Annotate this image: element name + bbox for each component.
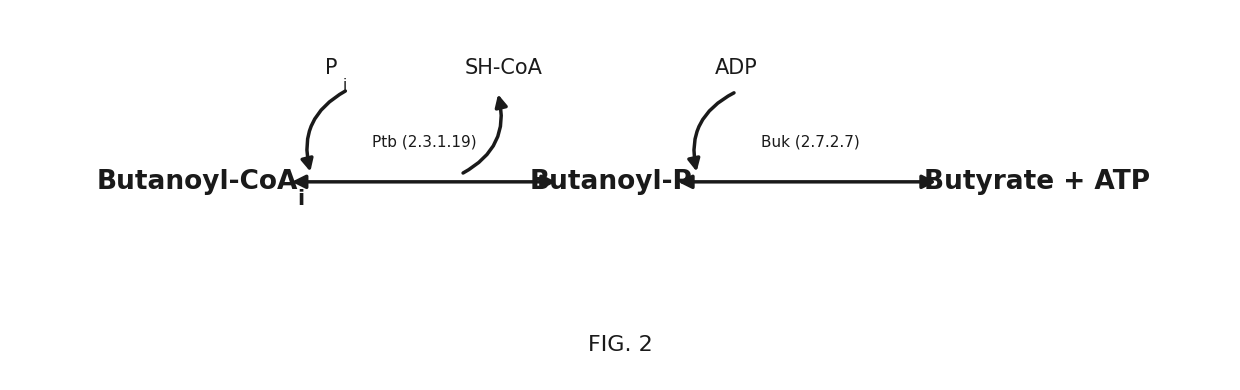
Text: Buk (2.7.2.7): Buk (2.7.2.7) (760, 135, 859, 150)
Text: FIG. 2: FIG. 2 (588, 335, 652, 355)
Text: P: P (325, 58, 339, 78)
Text: ADP: ADP (715, 58, 758, 78)
Text: SH-CoA: SH-CoA (465, 58, 542, 78)
Text: i: i (298, 189, 305, 209)
Text: Butyrate + ATP: Butyrate + ATP (924, 169, 1149, 195)
Text: i: i (343, 78, 347, 94)
Text: Ptb (2.3.1.19): Ptb (2.3.1.19) (372, 135, 476, 150)
Text: Butanoyl-CoA: Butanoyl-CoA (97, 169, 298, 195)
Text: Butanoyl-P: Butanoyl-P (529, 169, 693, 195)
